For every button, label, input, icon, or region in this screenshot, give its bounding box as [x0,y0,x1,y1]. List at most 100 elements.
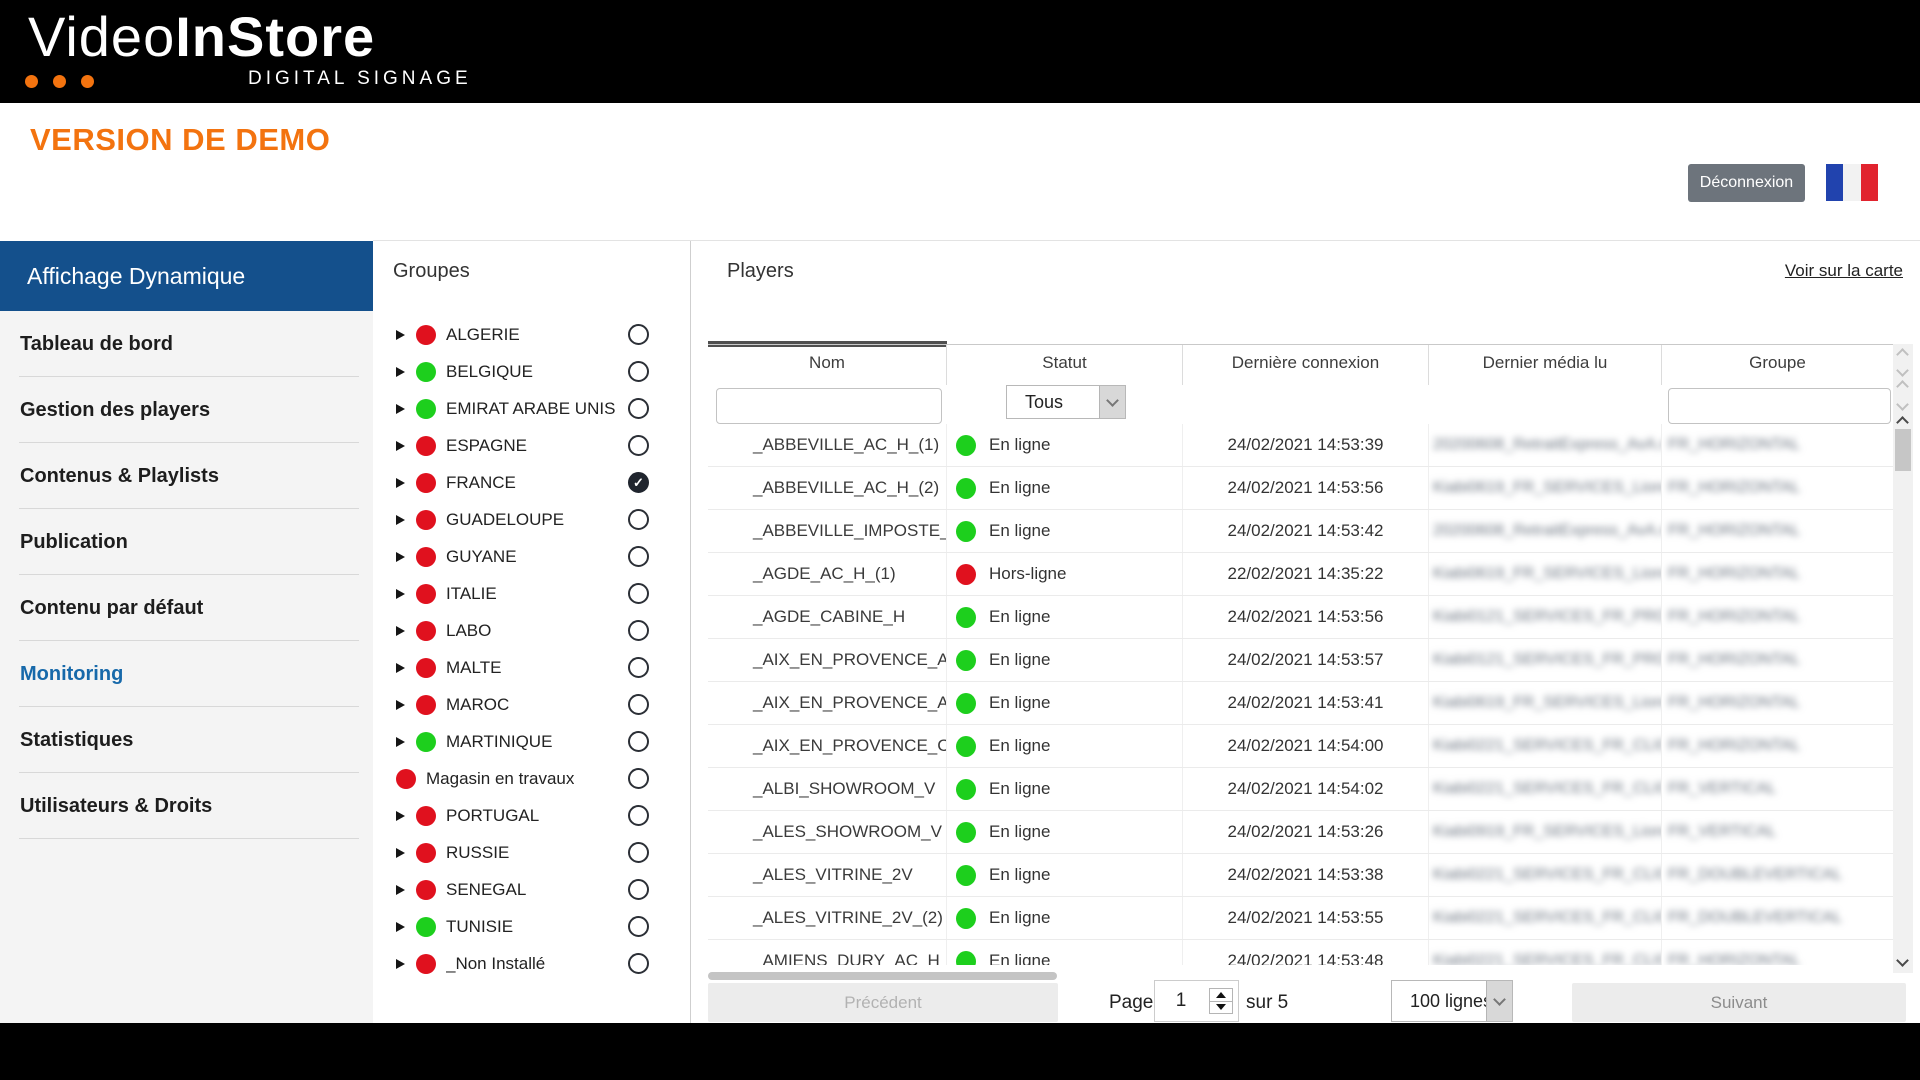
expand-triangle-icon[interactable] [396,403,405,414]
status-filter-select[interactable]: Tous [1006,385,1126,419]
group-row[interactable]: PORTUGAL ✓ [373,797,690,834]
column-header-groupe[interactable]: Groupe [1749,353,1806,372]
number-spinner[interactable] [1209,988,1233,1014]
sidebar-item[interactable]: Contenus & Playlists [0,443,373,509]
group-row[interactable]: BELGIQUE ✓ [373,353,690,390]
scroll-down-icon[interactable] [1896,398,1909,411]
player-row[interactable]: _AIX_EN_PROVENCE_AC_H En ligne 24/02/202… [708,639,1893,682]
view-on-map-link[interactable]: Voir sur la carte [1784,261,1903,280]
group-row[interactable]: MALTE ✓ [373,649,690,686]
expand-triangle-icon[interactable] [396,440,405,451]
player-row[interactable]: _ALES_VITRINE_2V En ligne 24/02/2021 14:… [708,854,1893,897]
group-row[interactable]: ITALIE ✓ [373,575,690,612]
expand-triangle-icon[interactable] [396,625,405,636]
group-radio[interactable]: ✓ [628,768,649,789]
expand-triangle-icon[interactable] [396,662,405,673]
group-radio[interactable]: ✓ [628,731,649,752]
group-radio[interactable]: ✓ [628,953,649,974]
sidebar-item[interactable]: Monitoring [0,641,373,707]
sidebar-item[interactable]: Publication [0,509,373,575]
group-row[interactable]: GUYANE ✓ [373,538,690,575]
scrollbar-arrow-up-icon[interactable] [1896,416,1909,429]
spinner-down-icon[interactable] [1210,1002,1232,1014]
vertical-scrollbar[interactable] [1893,344,1913,973]
player-row[interactable]: _ABBEVILLE_AC_H_(1) En ligne 24/02/2021 … [708,424,1893,467]
scrollbar-thumb[interactable] [1895,429,1911,471]
group-row[interactable]: TUNISIE ✓ [373,908,690,945]
group-radio[interactable]: ✓ [628,879,649,900]
sidebar-item[interactable]: Gestion des players [0,377,373,443]
group-row[interactable]: Magasin en travaux ✓ [373,760,690,797]
group-radio[interactable]: ✓ [628,435,649,456]
group-row[interactable]: RUSSIE ✓ [373,834,690,871]
column-header-statut[interactable]: Statut [947,345,1183,385]
group-row[interactable]: SENEGAL ✓ [373,871,690,908]
player-row[interactable]: _AGDE_AC_H_(1) Hors-ligne 22/02/2021 14:… [708,553,1893,596]
group-radio[interactable]: ✓ [628,805,649,826]
expand-triangle-icon[interactable] [396,810,405,821]
group-row[interactable]: MAROC ✓ [373,686,690,723]
group-row[interactable]: EMIRAT ARABE UNIS ✓ [373,390,690,427]
horizontal-scrollbar-thumb[interactable] [708,972,1057,980]
group-row[interactable]: GUADELOUPE ✓ [373,501,690,538]
player-row[interactable]: _ABBEVILLE_IMPOSTE_H En ligne 24/02/2021… [708,510,1893,553]
player-row[interactable]: _AMIENS_DURY_AC_H En ligne 24/02/2021 14… [708,940,1893,965]
group-filter-input[interactable] [1668,388,1891,424]
group-row[interactable]: FRANCE ✓ [373,464,690,501]
group-row[interactable]: ESPAGNE ✓ [373,427,690,464]
group-row[interactable]: ALGERIE ✓ [373,316,690,353]
group-radio[interactable]: ✓ [628,620,649,641]
expand-triangle-icon[interactable] [396,329,405,340]
group-radio[interactable]: ✓ [628,657,649,678]
player-row[interactable]: _AGDE_CABINE_H En ligne 24/02/2021 14:53… [708,596,1893,639]
spinner-up-icon[interactable] [1210,989,1232,1002]
group-radio[interactable]: ✓ [628,324,649,345]
player-row[interactable]: _AIX_EN_PROVENCE_AC_H En ligne 24/02/202… [708,682,1893,725]
expand-triangle-icon[interactable] [396,736,405,747]
expand-triangle-icon[interactable] [396,921,405,932]
sidebar-item[interactable]: Statistiques [0,707,373,773]
column-header-derniere-connexion[interactable]: Dernière connexion [1183,345,1429,385]
column-header-nom[interactable]: Nom [708,345,947,385]
player-row[interactable]: _ALES_SHOWROOM_V En ligne 24/02/2021 14:… [708,811,1893,854]
expand-triangle-icon[interactable] [396,366,405,377]
logout-button[interactable]: Déconnexion [1688,164,1805,202]
next-page-button[interactable]: Suivant [1572,983,1906,1022]
group-radio[interactable]: ✓ [628,509,649,530]
group-row[interactable]: MARTINIQUE ✓ [373,723,690,760]
expand-triangle-icon[interactable] [396,699,405,710]
sidebar-item[interactable]: Tableau de bord [0,311,373,377]
group-radio[interactable]: ✓ [628,472,649,493]
group-radio[interactable]: ✓ [628,398,649,419]
player-row[interactable]: _AIX_EN_PROVENCE_CABINE En ligne 24/02/2… [708,725,1893,768]
player-row[interactable]: _ALES_VITRINE_2V_(2) En ligne 24/02/2021… [708,897,1893,940]
lines-per-page-select[interactable]: 100 lignes [1391,980,1513,1022]
expand-triangle-icon[interactable] [396,847,405,858]
scrollbar-arrow-down-icon[interactable] [1896,954,1909,967]
expand-triangle-icon[interactable] [396,958,405,969]
page-number-input[interactable] [1155,981,1207,1021]
expand-triangle-icon[interactable] [396,551,405,562]
expand-triangle-icon[interactable] [396,588,405,599]
group-row[interactable]: _Non Installé ✓ [373,945,690,982]
scroll-down-icon[interactable] [1896,364,1909,377]
expand-triangle-icon[interactable] [396,477,405,488]
name-filter-input[interactable] [716,388,942,424]
group-radio[interactable]: ✓ [628,546,649,567]
group-row[interactable]: LABO ✓ [373,612,690,649]
scroll-up-icon[interactable] [1896,348,1909,361]
group-radio[interactable]: ✓ [628,583,649,604]
column-header-dernier-media[interactable]: Dernier média lu [1429,345,1662,385]
player-row[interactable]: _ABBEVILLE_AC_H_(2) En ligne 24/02/2021 … [708,467,1893,510]
group-radio[interactable]: ✓ [628,916,649,937]
group-radio[interactable]: ✓ [628,694,649,715]
group-radio[interactable]: ✓ [628,361,649,382]
expand-triangle-icon[interactable] [396,514,405,525]
player-row[interactable]: _ALBI_SHOWROOM_V En ligne 24/02/2021 14:… [708,768,1893,811]
group-radio[interactable]: ✓ [628,842,649,863]
expand-triangle-icon[interactable] [396,884,405,895]
french-flag-icon[interactable] [1826,164,1878,201]
scroll-up-icon[interactable] [1896,380,1909,393]
sidebar-item[interactable]: Contenu par défaut [0,575,373,641]
previous-page-button[interactable]: Précédent [708,983,1058,1022]
